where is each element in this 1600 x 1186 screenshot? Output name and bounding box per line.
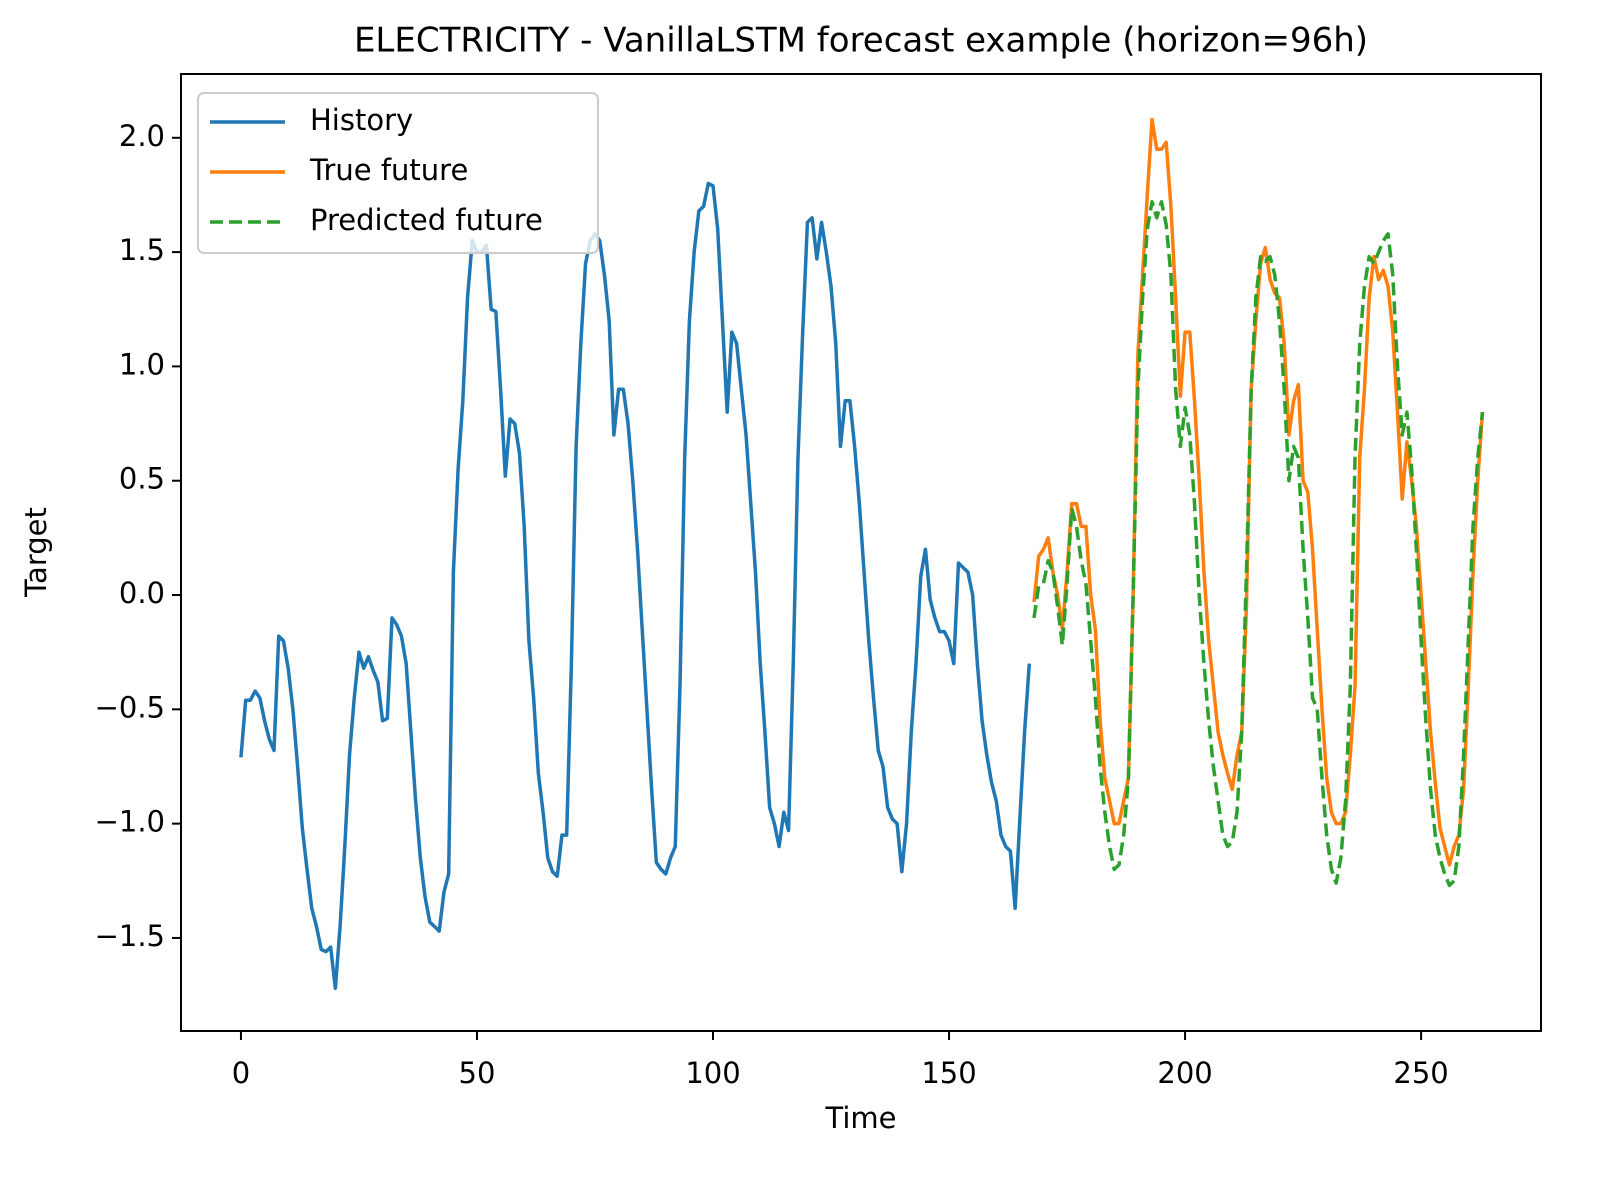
x-tick-label: 200: [1157, 1056, 1212, 1090]
plot-frame: [180, 73, 1542, 1032]
x-tick-label: 0: [232, 1056, 250, 1090]
y-tick-label: −1.0: [95, 805, 165, 839]
series-line: [1032, 117, 1485, 867]
x-tick-label: 50: [459, 1056, 496, 1090]
series-line: [1032, 200, 1485, 888]
chart-title: ELECTRICITY - VanillaLSTM forecast examp…: [354, 21, 1368, 61]
y-tick-label: 0.5: [119, 462, 165, 496]
y-tick-label: 0.0: [119, 576, 165, 610]
legend-label: True future: [309, 153, 468, 187]
y-axis-label: Target: [19, 507, 53, 598]
legend-box: [197, 92, 599, 254]
x-tick-label: 250: [1393, 1056, 1448, 1090]
y-tick-label: 1.5: [119, 233, 165, 267]
x-axis-label: Time: [825, 1101, 897, 1135]
series-line: [239, 181, 1032, 990]
x-tick-label: 150: [921, 1056, 976, 1090]
y-tick-label: 2.0: [119, 119, 165, 153]
y-tick-label: 1.0: [119, 347, 165, 381]
legend-label: History: [310, 103, 413, 137]
y-tick-label: −0.5: [95, 690, 165, 724]
x-tick-label: 100: [685, 1056, 740, 1090]
legend-label: Predicted future: [310, 203, 543, 237]
y-tick-label: −1.5: [95, 919, 165, 953]
